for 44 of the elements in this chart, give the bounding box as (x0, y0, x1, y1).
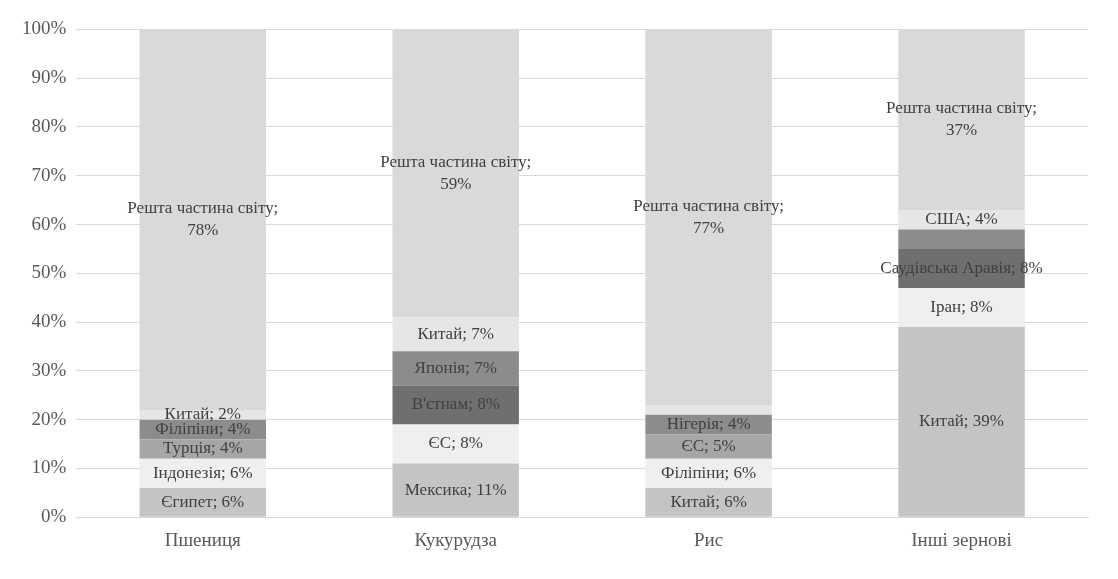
bar (645, 434, 772, 459)
bar (392, 424, 519, 464)
data-label: Філіпіни; 6% (661, 462, 757, 482)
data-label: ЄС; 8% (428, 433, 483, 453)
bar (392, 351, 519, 386)
data-label: Решта частина світу; 77% (633, 195, 785, 237)
bar (898, 287, 1025, 327)
data-label: Решта частина світу; 59% (380, 151, 532, 193)
data-label: Турція; 4% (162, 438, 243, 458)
data-label: Іран; 8% (930, 296, 993, 316)
bar (392, 385, 519, 425)
y-tick-label: 50% (31, 261, 67, 283)
x-tick-label: Кукурудза (414, 528, 498, 550)
data-label: Нігерія; 4% (666, 413, 751, 433)
x-tick-label: Інші зернові (911, 528, 1012, 550)
y-tick-label: 10% (31, 456, 67, 478)
data-label: Індонезія; 6% (152, 462, 253, 482)
y-tick-label: 100% (22, 17, 67, 39)
bar (898, 326, 1025, 517)
bar (645, 487, 772, 517)
data-label: Решта частина світу; 37% (886, 98, 1037, 140)
data-label: Єгипет; 6% (161, 491, 245, 511)
y-tick-label: 30% (31, 358, 67, 380)
data-label: США; 4% (925, 209, 998, 229)
data-label: Китай; 7% (417, 323, 494, 343)
bar (645, 405, 772, 415)
x-tick-label: Рис (694, 528, 724, 550)
bar (392, 463, 519, 517)
y-tick-label: 40% (31, 310, 67, 332)
bar (392, 317, 519, 352)
y-tick-label: 80% (31, 114, 67, 136)
y-tick-label: 60% (31, 212, 67, 234)
data-label: ЄС; 5% (681, 435, 736, 455)
data-label: Японія; 7% (414, 357, 497, 377)
data-label: Решта частина світу; 78% (127, 198, 279, 240)
data-label: Китай; 39% (919, 411, 1004, 431)
bar (898, 229, 1025, 249)
y-tick-label: 0% (41, 505, 67, 527)
y-tick-label: 70% (31, 163, 67, 185)
x-tick-label: Пшениця (164, 528, 242, 550)
data-label: Китай; 6% (670, 491, 747, 511)
y-tick-label: 20% (31, 407, 67, 429)
y-tick-label: 90% (31, 66, 67, 88)
data-label: Мексика; 11% (404, 479, 507, 499)
